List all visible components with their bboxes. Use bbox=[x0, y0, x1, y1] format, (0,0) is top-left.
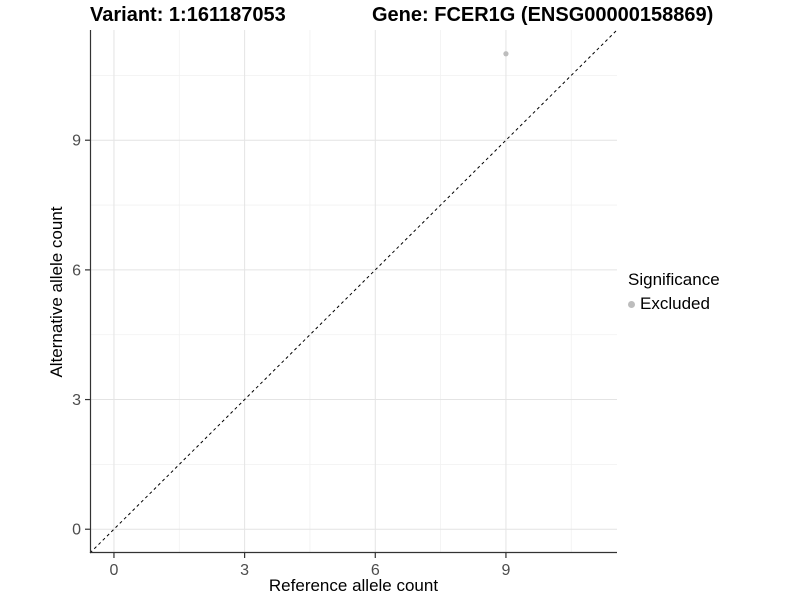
y-tick-label: 6 bbox=[72, 262, 81, 279]
data-point bbox=[503, 51, 509, 57]
y-tick-label: 3 bbox=[72, 392, 81, 409]
plot-panel: 0 3 6 9 0 3 6 9 bbox=[72, 29, 618, 579]
plot-title-variant: Variant: 1:161187053 bbox=[90, 4, 286, 26]
legend-entry-label: Excluded bbox=[640, 294, 710, 313]
identity-dashed-line bbox=[89, 29, 618, 554]
y-axis-title: Alternative allele count bbox=[47, 206, 66, 378]
x-tick-label: 9 bbox=[501, 562, 510, 579]
legend-point-icon bbox=[628, 300, 635, 308]
legend-entry-excluded: Excluded bbox=[628, 294, 720, 314]
x-tick-label: 6 bbox=[371, 562, 380, 579]
x-tick-label: 0 bbox=[110, 562, 119, 579]
legend: Significance Excluded bbox=[628, 270, 720, 314]
y-tick-label: 0 bbox=[72, 522, 81, 539]
legend-title: Significance bbox=[628, 270, 720, 289]
y-tick-label: 9 bbox=[72, 133, 81, 150]
x-axis-title: Reference allele count bbox=[268, 576, 439, 595]
x-tick-label: 3 bbox=[240, 562, 249, 579]
plot-title-gene: Gene: FCER1G (ENSG00000158869) bbox=[372, 4, 714, 26]
